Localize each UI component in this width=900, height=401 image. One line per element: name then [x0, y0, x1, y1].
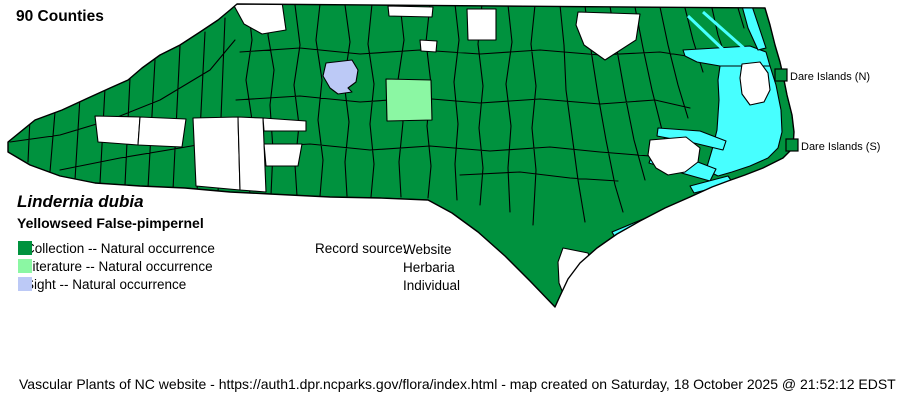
unrecorded-county — [262, 117, 307, 132]
unrecorded-county — [575, 11, 641, 61]
record-source-value: Individual — [403, 278, 461, 293]
unrecorded-county — [419, 39, 438, 53]
unrecorded-county — [466, 8, 497, 41]
unrecorded-county — [137, 116, 187, 148]
sight-county — [322, 59, 359, 95]
footer-credit: Vascular Plants of NC website - https://… — [19, 376, 896, 392]
record-source-label: Record source: — [315, 241, 407, 256]
legend-label: Sight -- Natural occurrence — [25, 276, 187, 292]
legend-item-literature: Literature -- Natural occurrence — [18, 258, 213, 274]
dare-islands-s-marker — [785, 138, 799, 152]
unrecorded-county — [94, 115, 141, 146]
record-source-value: Website — [403, 242, 452, 257]
collection-swatch-icon — [18, 241, 32, 255]
record-source-value: Herbaria — [403, 260, 455, 275]
species-common-name: Yellowseed False-pimpernel — [17, 215, 204, 231]
legend-label: Literature -- Natural occurrence — [25, 258, 213, 274]
unrecorded-county — [387, 5, 434, 18]
dare-islands-s-label: Dare Islands (S) — [801, 141, 881, 153]
unrecorded-county — [231, 4, 287, 35]
legend-label: Collection -- Natural occurrence — [25, 240, 215, 256]
unrecorded-county — [192, 116, 241, 191]
literature-county — [385, 78, 433, 122]
county-count-label: 90 Counties — [16, 8, 104, 25]
sight-swatch-icon — [18, 277, 32, 291]
species-scientific-name: Lindernia dubia — [17, 192, 144, 211]
unrecorded-county — [237, 116, 267, 193]
dare-islands-n-marker — [774, 68, 788, 82]
dare-mainland — [739, 61, 771, 106]
legend-item-collection: Collection -- Natural occurrence — [18, 240, 215, 256]
dare-islands-n-label: Dare Islands (N) — [790, 71, 871, 83]
legend-item-sight: Sight -- Natural occurrence — [18, 276, 187, 292]
literature-swatch-icon — [18, 259, 32, 273]
unrecorded-county — [263, 143, 303, 167]
hyde-mainland — [647, 136, 701, 176]
